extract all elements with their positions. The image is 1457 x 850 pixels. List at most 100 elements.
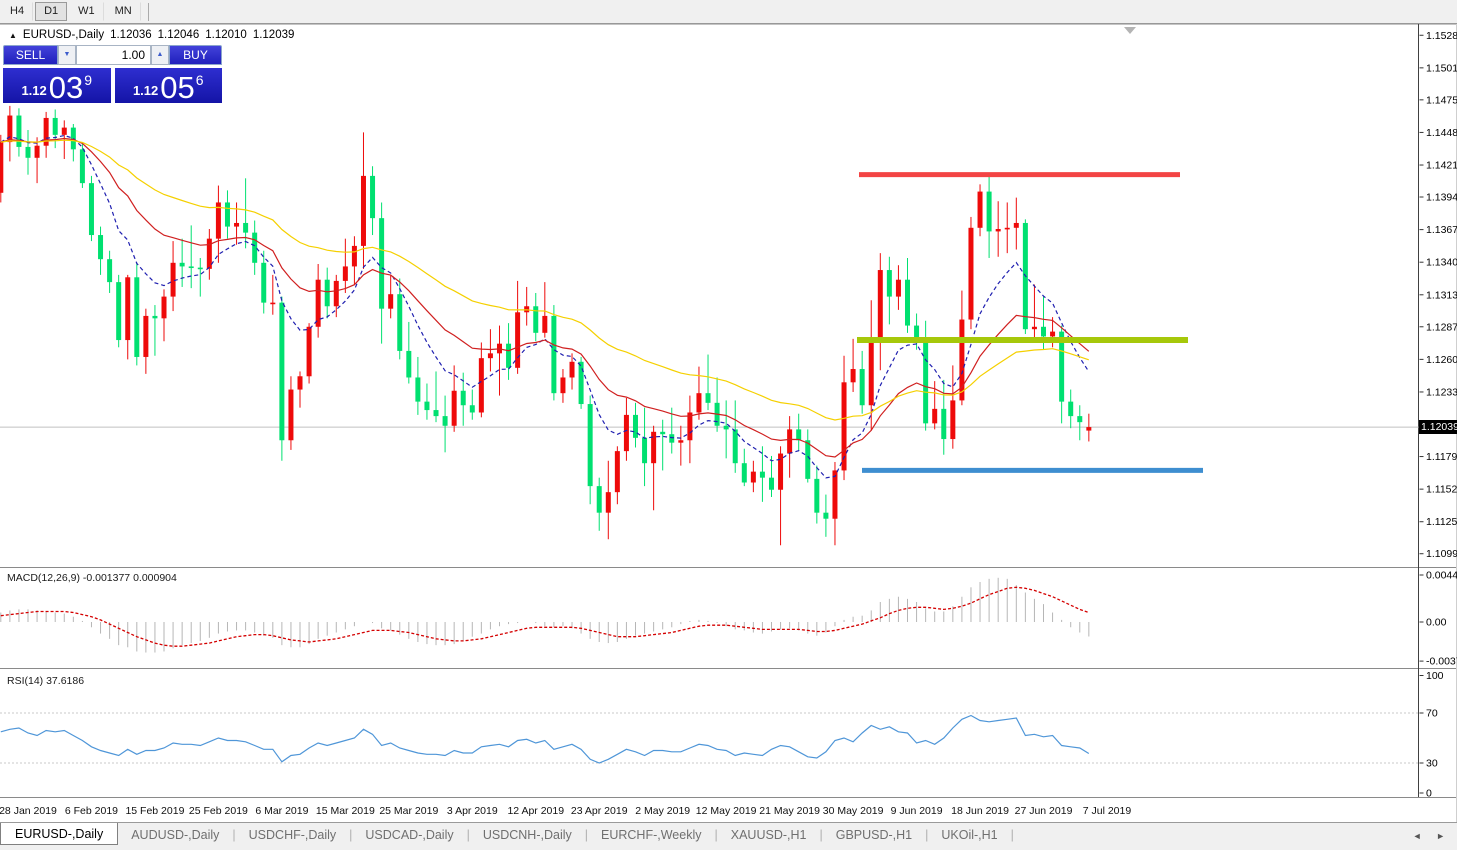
rsi-tick-label: 0 <box>1426 788 1432 800</box>
date-tick-label: 28 Jan 2019 <box>0 805 57 817</box>
candle-body <box>442 416 448 426</box>
timeframe-toolbar: H4 D1 W1 MN <box>0 0 1457 24</box>
price-tick-label: 1.13675 <box>1426 224 1457 236</box>
price-tick-label: 1.11525 <box>1426 484 1457 496</box>
volume-input[interactable]: 1.00 <box>76 45 151 65</box>
timeframe-button-h4[interactable]: H4 <box>1 2 34 21</box>
symbol-period-label: EURUSD-,Daily <box>22 29 105 41</box>
price-tick-label: 1.15015 <box>1426 62 1457 74</box>
candle-body <box>805 440 811 479</box>
buy-button[interactable]: BUY <box>169 45 222 65</box>
scroll-to-end-marker-icon[interactable] <box>1124 27 1136 34</box>
candle-body <box>16 115 22 147</box>
candle-body <box>270 302 276 305</box>
volume-decrease-button[interactable]: ▼ <box>58 45 76 65</box>
candle-body <box>197 267 203 270</box>
date-tick-label: 18 Jun 2019 <box>951 805 1009 817</box>
chart-tab-ukoil-h1[interactable]: UKOil-,H1 <box>941 828 998 842</box>
chart-tab-eurchf-weekly[interactable]: EURCHF-,Weekly <box>601 828 702 842</box>
candle-body <box>1077 416 1083 423</box>
buy-price-box[interactable]: 1.12 05 6 <box>114 68 222 103</box>
price-tick-label: 1.12330 <box>1426 386 1457 398</box>
chart-tabs: EURUSD-,Daily AUDUSD-,Daily | USDCHF-,Daily… <box>0 823 1014 845</box>
candle-body <box>796 429 802 441</box>
candle-body <box>623 414 629 452</box>
candle-body <box>687 412 693 441</box>
candle-body <box>995 229 1001 232</box>
date-tick-label: 23 Apr 2019 <box>571 805 628 817</box>
candle-body <box>161 296 167 319</box>
candle-body <box>79 149 85 184</box>
tab-scroll-arrows: ◄ ► <box>1413 831 1451 841</box>
candle-body <box>351 245 357 267</box>
chart-tab-xauusd-h1[interactable]: XAUUSD-,H1 <box>730 828 807 842</box>
ma-fast-line <box>0 134 1090 479</box>
ohlc-low: 1.12010 <box>205 29 247 41</box>
candle-body <box>868 340 874 406</box>
chart-tab-eurusd-daily[interactable]: EURUSD-,Daily <box>0 823 119 845</box>
rsi-line <box>0 714 1090 764</box>
timeframe-buttons: H4 D1 W1 MN <box>0 2 142 21</box>
candle-body <box>669 434 675 443</box>
candle-body <box>914 325 920 339</box>
date-tick-label: 7 Jul 2019 <box>1083 805 1132 817</box>
candle-body <box>324 279 330 307</box>
date-tick-label: 12 Apr 2019 <box>507 805 564 817</box>
chart-tab-usdchf-daily[interactable]: USDCHF-,Daily <box>248 828 337 842</box>
candle-body <box>125 277 131 341</box>
candle-body <box>542 315 548 333</box>
date-tick-label: 21 May 2019 <box>759 805 820 817</box>
rsi-tick-label: 70 <box>1426 708 1438 720</box>
candle-body <box>533 306 539 333</box>
candle-body <box>188 266 194 269</box>
timeframe-button-w1[interactable]: W1 <box>69 2 104 21</box>
candle-body <box>152 315 158 319</box>
macd-panel-layer: 0.004465 0.00 -0.003715 <box>0 570 1457 668</box>
timeframe-button-mn[interactable]: MN <box>106 2 141 21</box>
candle-body <box>905 279 910 326</box>
date-tick-label: 25 Mar 2019 <box>379 805 438 817</box>
candle-body <box>134 277 140 357</box>
toolbar-divider <box>147 2 149 21</box>
candle-body <box>215 202 221 239</box>
candle-body <box>923 338 929 424</box>
sell-price-box[interactable]: 1.12 03 9 <box>3 68 111 103</box>
candle-body <box>941 408 947 440</box>
chart-tab-usdcad-daily[interactable]: USDCAD-,Daily <box>365 828 454 842</box>
date-tick-label: 2 May 2019 <box>635 805 690 817</box>
ohlc-high: 1.12046 <box>157 29 200 41</box>
macd-tick-label: 0.00 <box>1426 617 1447 629</box>
candle-body <box>88 183 94 236</box>
rsi-tick-label: 100 <box>1426 670 1444 682</box>
macd-indicator-label: MACD(12,26,9) -0.001377 0.000904 <box>7 572 177 584</box>
one-click-panel-toggle-icon[interactable]: ▲ <box>9 30 17 40</box>
ohlc-open: 1.12036 <box>110 29 152 41</box>
chart-tab-audusd-daily[interactable]: AUDUSD-,Daily <box>131 828 220 842</box>
tab-scroll-right-icon[interactable]: ► <box>1436 831 1451 841</box>
candle-body <box>315 279 321 327</box>
sell-button[interactable]: SELL <box>3 45 58 65</box>
date-tick-label: 12 May 2019 <box>696 805 757 817</box>
tab-scroll-left-icon[interactable]: ◄ <box>1412 831 1428 841</box>
candle-body <box>170 262 176 297</box>
candle-body <box>1050 331 1056 337</box>
spinner-up-icon: ▲ <box>156 51 164 58</box>
candle-body <box>98 235 104 260</box>
timeframe-button-d1[interactable]: D1 <box>35 2 68 21</box>
chart-tab-gbpusd-h1[interactable]: GBPUSD-,H1 <box>835 828 913 842</box>
price-tick-label: 1.13405 <box>1426 257 1457 269</box>
ma-mid-line <box>0 137 1090 458</box>
candle-body <box>859 369 865 406</box>
price-tick-label: 1.15285 <box>1426 30 1457 42</box>
candle-body <box>397 294 403 351</box>
candle-body <box>116 282 122 341</box>
date-tick-label: 6 Mar 2019 <box>255 805 308 817</box>
chart-tab-usdcnh-daily[interactable]: USDCNH-,Daily <box>482 828 572 842</box>
candle-body <box>560 377 566 394</box>
volume-increase-button[interactable]: ▲ <box>151 45 169 65</box>
candle-body <box>696 393 702 413</box>
sell-price-pip: 9 <box>84 72 93 88</box>
